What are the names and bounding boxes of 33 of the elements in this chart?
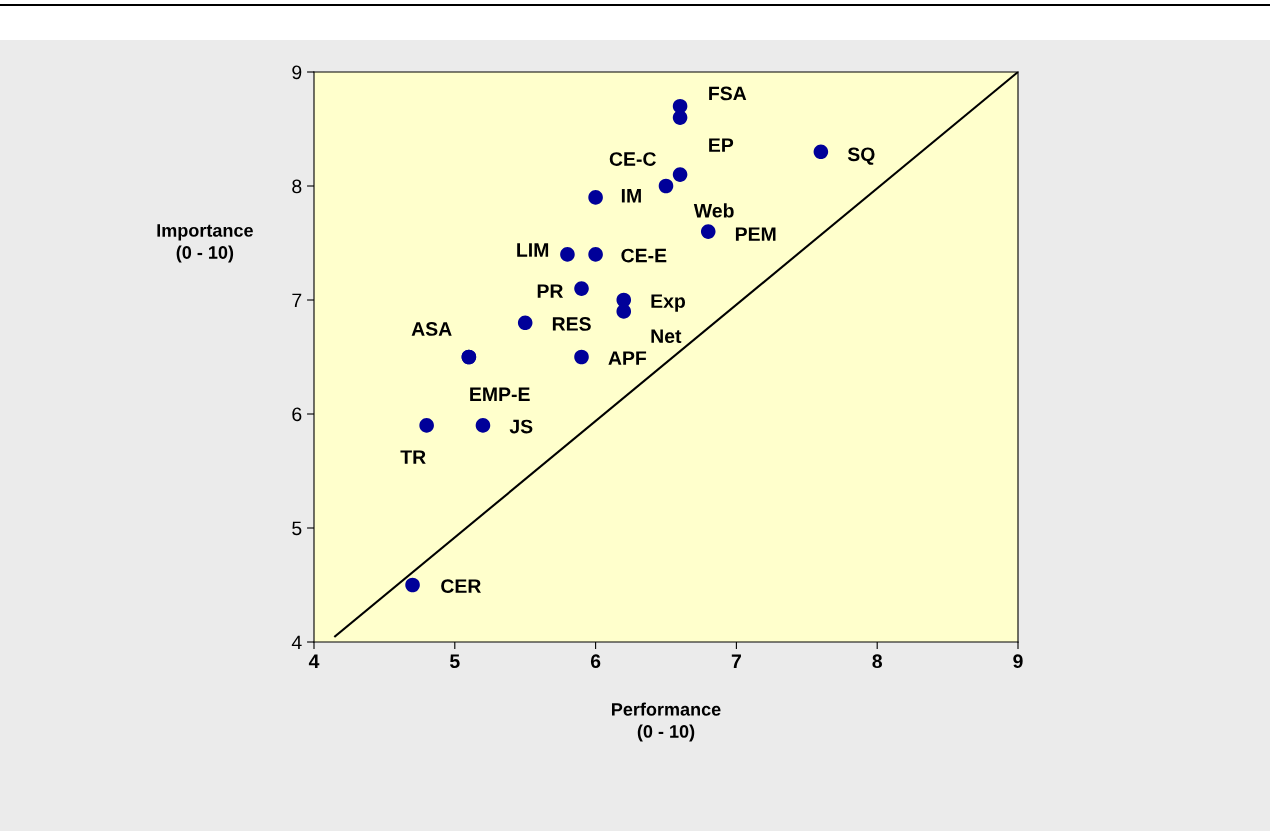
annotation: CER (441, 579, 481, 593)
x-tick-label: 6 (590, 654, 601, 669)
y-tick-label: 9 (292, 65, 302, 80)
annotation: PEM (735, 227, 776, 241)
y-tick-label: 5 (292, 521, 302, 536)
y-tick-label: 7 (292, 293, 302, 308)
annotation: APF (608, 351, 647, 365)
annotation: SQ (847, 147, 875, 165)
y-tick-label: 6 (292, 407, 302, 422)
annotation: EMP-E (470, 387, 530, 401)
x-axis-title: Performance (0 - 10) (612, 702, 721, 742)
annotation: CE-E (621, 248, 667, 263)
y-tick-label: 8 (292, 179, 302, 194)
annotation: Exp (651, 294, 686, 312)
x-tick-label: 5 (449, 654, 460, 669)
annotation: RES (552, 317, 591, 331)
annotation: TR (400, 450, 426, 464)
annotation: ASA (411, 322, 452, 336)
x-tick-label: 7 (731, 654, 741, 668)
annotation: PR (537, 284, 564, 298)
y-axis-title: Importance (0 - 10) (157, 224, 253, 263)
annotation: Net (651, 329, 682, 344)
annotation: LIM (517, 243, 549, 257)
x-tick-label: 8 (872, 654, 883, 669)
annotation: CE-C (609, 152, 656, 166)
annotation: EP (709, 138, 734, 152)
x-tick-label: 4 (308, 654, 320, 668)
annotation: FSA (709, 86, 747, 101)
annotation: IM (621, 189, 641, 203)
annotation: Web (693, 203, 734, 218)
x-tick-label: 9 (1013, 654, 1023, 669)
y-tick-label: 4 (291, 635, 302, 650)
annotation: JS (509, 419, 533, 434)
